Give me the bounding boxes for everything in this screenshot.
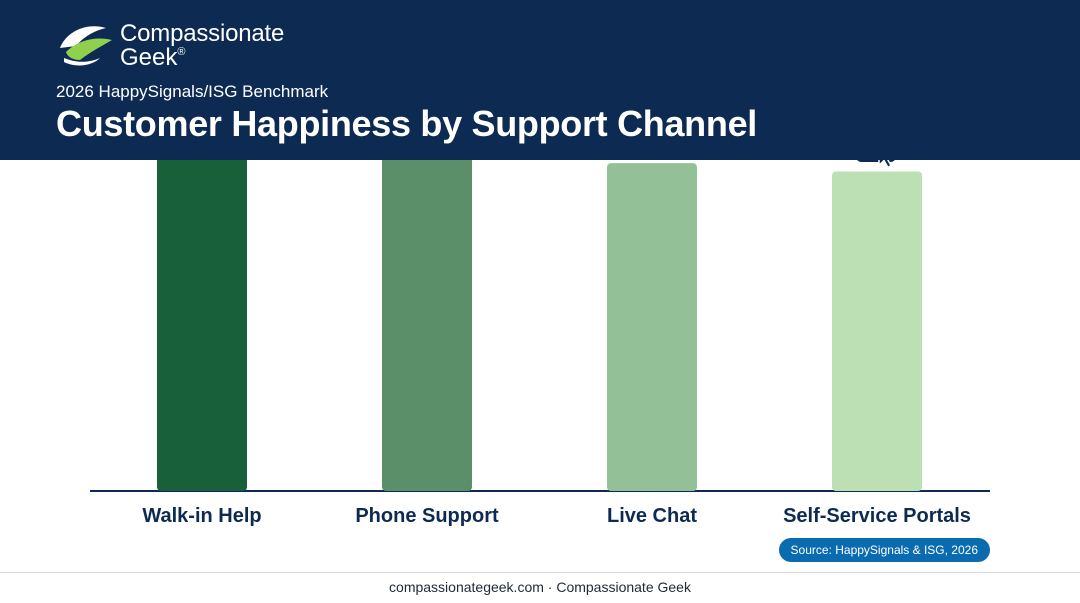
- bar-2: [382, 160, 472, 491]
- source-badge: Source: HappySignals & ISG, 2026: [778, 538, 990, 562]
- footer-divider: [0, 572, 1080, 573]
- chart-title: Customer Happiness by Support Channel: [56, 103, 757, 144]
- footer-text: compassionategeek.com · Compassionate Ge…: [389, 579, 691, 595]
- hands-heart-icon: [60, 26, 112, 66]
- category-label: Walk-in Help: [142, 505, 261, 527]
- header-banner: Compassionate Geek® 2026 HappySignals/IS…: [0, 0, 1080, 160]
- registered-mark: ®: [177, 46, 186, 58]
- brand-name-secondary: Geek®: [120, 44, 186, 71]
- brand-name: Compassionate: [120, 20, 285, 47]
- chart-subtitle: 2026 HappySignals/ISG Benchmark: [56, 82, 329, 101]
- category-label: Self-Service Portals: [783, 505, 971, 527]
- category-label: Phone Support: [355, 505, 499, 527]
- browser-cursor-icon: [857, 160, 895, 169]
- bar-1: [157, 160, 247, 491]
- bar-chart: +94Walk-in Help+83Phone Support+79Live C…: [90, 160, 990, 527]
- bar-4: [832, 171, 922, 491]
- category-label: Live Chat: [607, 505, 697, 527]
- bar-3: [607, 163, 697, 491]
